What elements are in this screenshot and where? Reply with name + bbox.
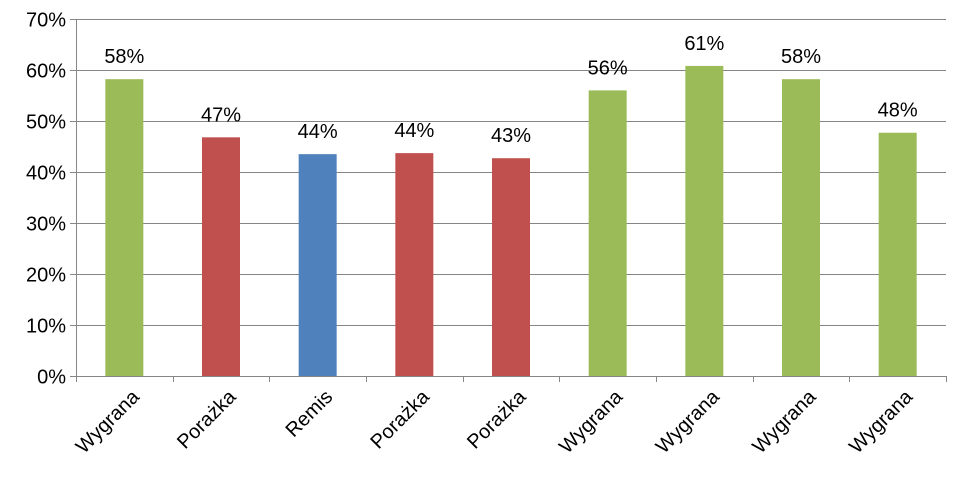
data-label: 47%	[201, 104, 241, 126]
bar-pora-ka	[395, 153, 434, 376]
bars	[105, 65, 917, 377]
bar-wygrana	[588, 90, 627, 377]
x-tick-label: Porażka	[463, 385, 531, 453]
bar-pora-ka	[492, 158, 530, 376]
x-tick-label: Wygrana	[555, 385, 628, 458]
data-label: 61%	[684, 33, 724, 55]
axes	[70, 19, 947, 382]
bar-wygrana	[782, 79, 820, 377]
x-tick-label: Remis	[282, 386, 338, 442]
data-label: 44%	[298, 121, 338, 143]
y-tick-label: 70%	[26, 10, 66, 32]
y-tick-label: 20%	[26, 265, 66, 287]
bar-wygrana	[685, 65, 724, 377]
bar-wygrana	[878, 132, 917, 376]
x-tick-label: Wygrana	[72, 385, 145, 458]
data-label: 44%	[394, 120, 434, 142]
x-tick-label: Porażka	[366, 385, 434, 453]
y-tick-label: 0%	[37, 367, 66, 389]
x-tick-label: Porażka	[173, 385, 241, 453]
y-tick-label: 60%	[26, 61, 66, 83]
y-tick-label: 50%	[26, 112, 66, 134]
y-tick-label: 40%	[26, 163, 66, 185]
data-label: 48%	[878, 100, 918, 122]
data-label: 43%	[491, 125, 531, 147]
y-tick-label: 30%	[26, 214, 66, 236]
data-label: 58%	[104, 46, 144, 68]
bar-pora-ka	[202, 137, 240, 376]
x-tick-label: Wygrana	[845, 385, 918, 458]
data-label: 56%	[588, 57, 628, 79]
y-tick-label: 10%	[26, 316, 66, 338]
x-tick-label: Wygrana	[652, 385, 725, 458]
data-label: 58%	[781, 46, 821, 68]
x-tick-labels: Wygrana Porażka Remis Porażka Porażka Wygrana…	[72, 385, 918, 458]
bar-wygrana	[105, 79, 144, 377]
x-tick-label: Wygrana	[749, 385, 822, 458]
bar-remis	[298, 154, 337, 376]
y-tick-labels: 0% 10% 20% 30% 40% 50% 60% 70%	[26, 10, 66, 389]
data-labels: 58% 47% 44% 44% 43% 56% 61% 58% 48%	[104, 33, 918, 147]
